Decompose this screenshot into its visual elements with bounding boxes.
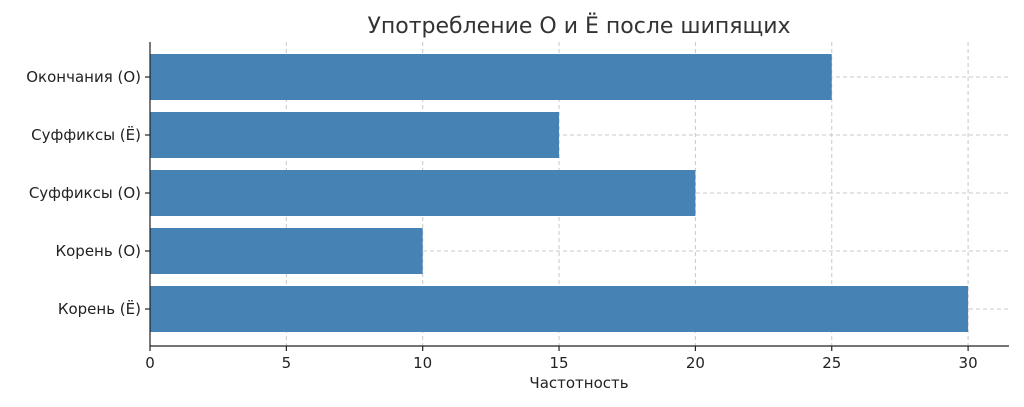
bar	[150, 170, 696, 216]
x-tick-label: 0	[145, 354, 155, 372]
x-tick-label: 10	[413, 354, 432, 372]
chart-title: Употребление О и Ё после шипящих	[367, 13, 790, 39]
bar	[150, 54, 832, 100]
x-tick-label: 25	[822, 354, 841, 372]
x-tick-label: 20	[686, 354, 705, 372]
x-tick-label: 5	[282, 354, 292, 372]
bars	[150, 54, 969, 332]
axes	[145, 42, 1009, 351]
y-tick-label: Окончания (О)	[26, 68, 141, 86]
bar	[150, 228, 423, 274]
bar	[150, 286, 969, 332]
tick-labels: 0 5 10 15 20 25 30 Корень (Ё) Корень (О) Суффиксы…	[26, 68, 977, 372]
y-tick-label: Суффиксы (О)	[29, 184, 141, 202]
x-tick-label: 30	[959, 354, 978, 372]
y-tick-label: Корень (Ё)	[58, 299, 141, 318]
x-tick-label: 15	[550, 354, 569, 372]
y-tick-label: Корень (О)	[55, 242, 141, 260]
y-tick-label: Суффиксы (Ё)	[31, 125, 141, 144]
x-axis-label: Частотность	[529, 374, 628, 392]
bar	[150, 112, 560, 158]
